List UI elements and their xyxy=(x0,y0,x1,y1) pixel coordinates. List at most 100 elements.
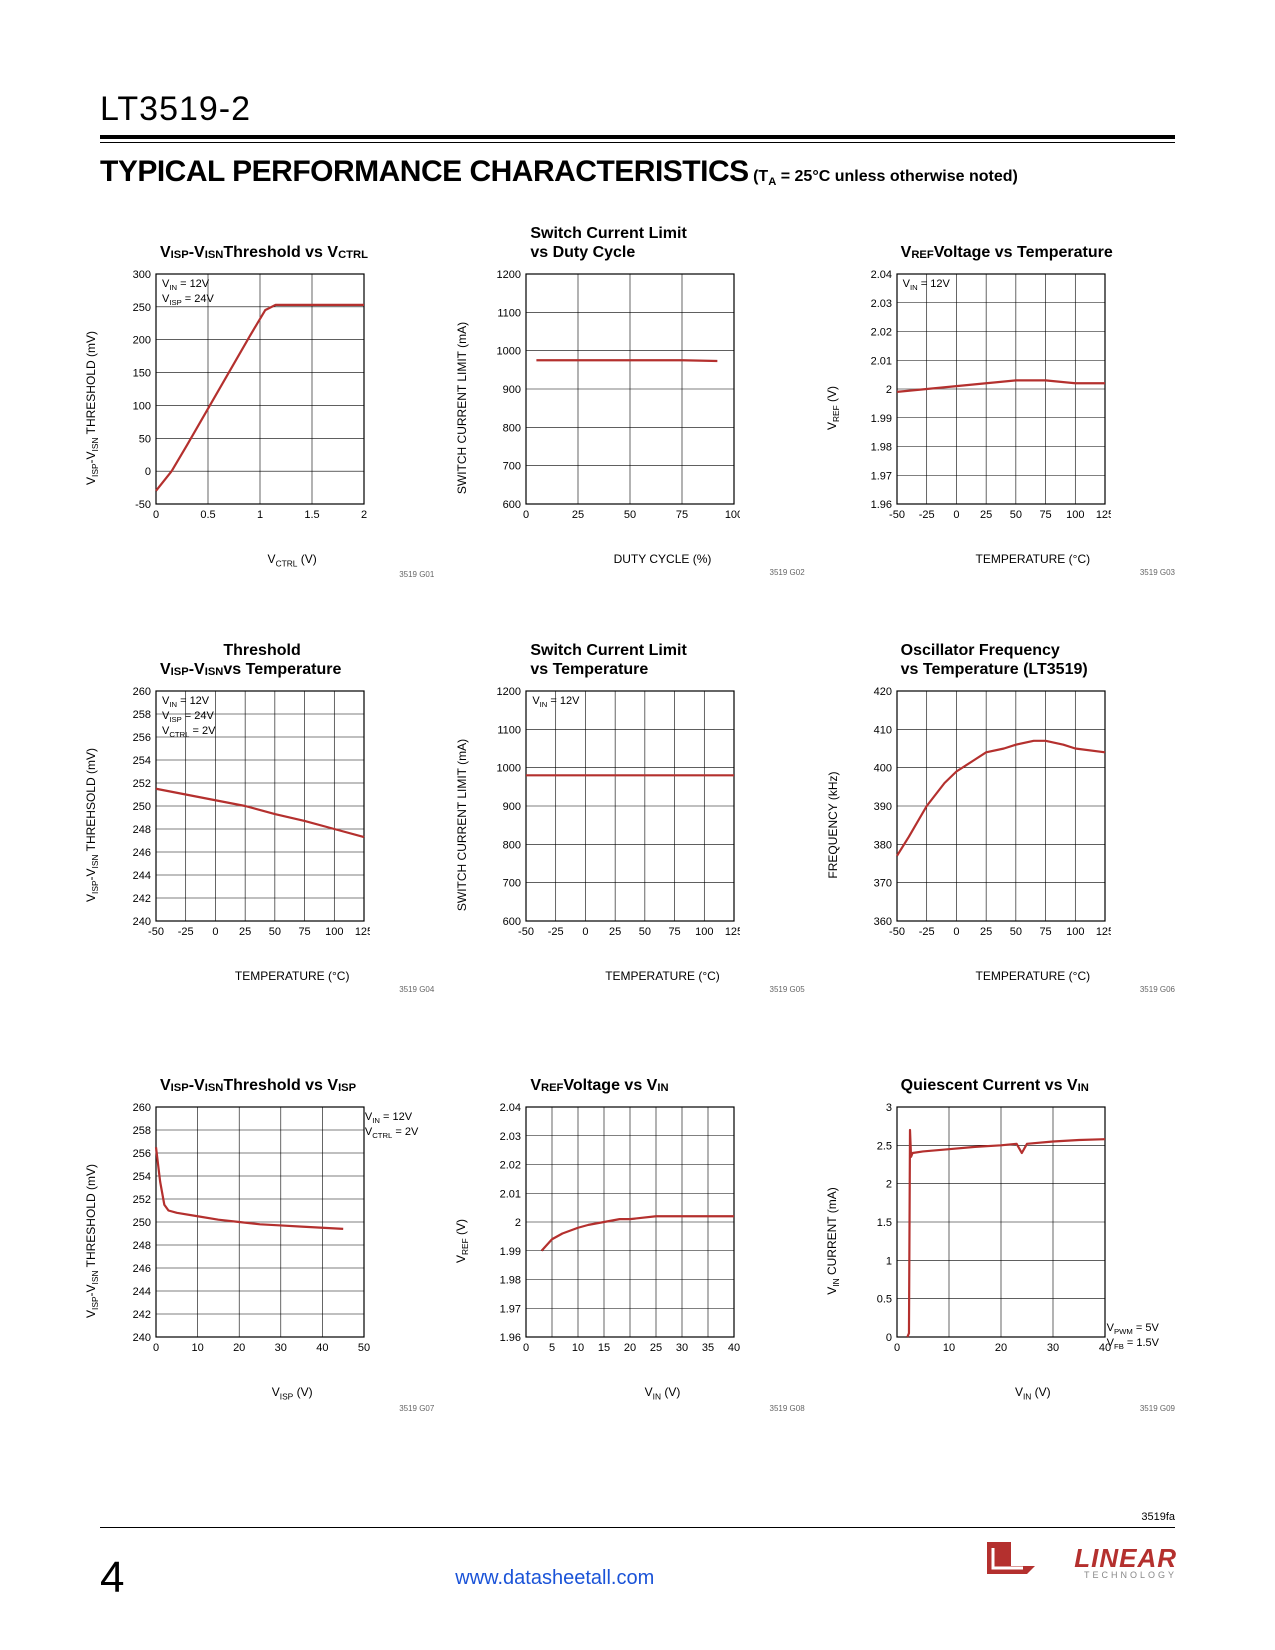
svg-text:1.99: 1.99 xyxy=(500,1246,521,1258)
svg-text:50: 50 xyxy=(1009,509,1021,521)
svg-text:1.96: 1.96 xyxy=(500,1332,521,1344)
svg-text:252: 252 xyxy=(133,1194,151,1206)
svg-text:1.96: 1.96 xyxy=(870,499,891,511)
plot-area: 0255075100600700800900100011001200SWITCH… xyxy=(470,268,804,548)
svg-text:0: 0 xyxy=(523,509,529,521)
svg-text:240: 240 xyxy=(133,1332,151,1344)
x-axis-label: DUTY CYCLE (%) xyxy=(520,552,804,566)
chart-annotation: VIN = 12VVISP = 24V xyxy=(162,278,214,308)
svg-text:242: 242 xyxy=(133,893,151,905)
footer-rule xyxy=(100,1527,1175,1529)
svg-text:20: 20 xyxy=(995,1342,1007,1354)
svg-text:50: 50 xyxy=(639,926,651,938)
plot-area: 00.511.52-50050100150200250300VISP-VISN … xyxy=(100,268,434,548)
plot-area: -50-250255075100125240242244246248250252… xyxy=(100,685,434,965)
logo-subtext: TECHNOLOGY xyxy=(1037,1570,1177,1580)
plot-area: -50-250255075100125600700800900100011001… xyxy=(470,685,804,965)
svg-text:100: 100 xyxy=(133,400,151,412)
page-footer: 3519fa 4 www.datasheetall.com LINEAR TEC… xyxy=(100,1511,1175,1621)
svg-text:2: 2 xyxy=(886,384,892,396)
svg-text:25: 25 xyxy=(239,926,251,938)
svg-text:1.5: 1.5 xyxy=(304,509,319,521)
section-heading: TYPICAL PERFORMANCE CHARACTERISTICS (TA … xyxy=(100,155,1175,189)
svg-text:250: 250 xyxy=(133,1217,151,1229)
svg-text:2.04: 2.04 xyxy=(500,1102,521,1114)
figure-id: 3519 G04 xyxy=(100,985,434,994)
chart-title: VISP-VISN Thresholdvs Temperature xyxy=(160,641,434,679)
svg-text:50: 50 xyxy=(269,926,281,938)
svg-text:242: 242 xyxy=(133,1309,151,1321)
svg-text:30: 30 xyxy=(1047,1342,1059,1354)
svg-text:0: 0 xyxy=(212,926,218,938)
svg-text:25: 25 xyxy=(980,509,992,521)
svg-text:2: 2 xyxy=(361,509,367,521)
svg-text:50: 50 xyxy=(358,1342,370,1354)
chart-6: Oscillator Frequencyvs Temperature (LT35… xyxy=(841,641,1175,1008)
svg-text:1.99: 1.99 xyxy=(870,413,891,425)
chart-title: Switch Current Limitvs Temperature xyxy=(530,641,804,679)
svg-text:1.98: 1.98 xyxy=(500,1275,521,1287)
svg-text:125: 125 xyxy=(355,926,370,938)
part-number: LT3519-2 xyxy=(100,90,1175,129)
svg-text:256: 256 xyxy=(133,1148,151,1160)
svg-text:900: 900 xyxy=(503,384,521,396)
figure-id: 3519 G05 xyxy=(470,985,804,994)
x-axis-label: TEMPERATURE (°C) xyxy=(891,969,1175,983)
svg-text:2.03: 2.03 xyxy=(870,298,891,310)
svg-text:-25: -25 xyxy=(918,926,934,938)
svg-text:40: 40 xyxy=(316,1342,328,1354)
svg-text:25: 25 xyxy=(980,926,992,938)
svg-text:2.03: 2.03 xyxy=(500,1131,521,1143)
svg-text:258: 258 xyxy=(133,709,151,721)
svg-text:0: 0 xyxy=(145,466,151,478)
svg-text:300: 300 xyxy=(133,269,151,281)
svg-text:258: 258 xyxy=(133,1125,151,1137)
svg-text:10: 10 xyxy=(943,1342,955,1354)
svg-text:2.02: 2.02 xyxy=(870,327,891,339)
svg-text:420: 420 xyxy=(873,686,891,698)
header-rule-thin xyxy=(100,142,1175,143)
plot-area: 05101520253035401.961.971.981.9922.012.0… xyxy=(470,1101,804,1381)
chart-annotation: VIN = 12V xyxy=(532,695,579,710)
svg-text:20: 20 xyxy=(233,1342,245,1354)
x-axis-label: VISP (V) xyxy=(150,1385,434,1401)
svg-text:100: 100 xyxy=(695,926,713,938)
svg-text:1.5: 1.5 xyxy=(876,1217,891,1229)
svg-text:240: 240 xyxy=(133,916,151,928)
svg-text:800: 800 xyxy=(503,423,521,435)
svg-text:244: 244 xyxy=(133,1286,151,1298)
svg-text:5: 5 xyxy=(549,1342,555,1354)
svg-text:246: 246 xyxy=(133,847,151,859)
chart-1: VISP-VISN Threshold vs VCTRL00.511.52-50… xyxy=(100,224,434,591)
svg-text:0.5: 0.5 xyxy=(200,509,215,521)
svg-text:75: 75 xyxy=(669,926,681,938)
svg-text:244: 244 xyxy=(133,870,151,882)
chart-title: Oscillator Frequencyvs Temperature (LT35… xyxy=(901,641,1175,679)
y-axis-label: VREF (V) xyxy=(824,386,840,430)
svg-text:254: 254 xyxy=(133,1171,151,1183)
x-axis-label: VCTRL (V) xyxy=(150,552,434,568)
figure-id: 3519 G01 xyxy=(100,570,434,579)
svg-text:260: 260 xyxy=(133,1102,151,1114)
x-axis-label: TEMPERATURE (°C) xyxy=(520,969,804,983)
svg-text:0: 0 xyxy=(583,926,589,938)
x-axis-label: VIN (V) xyxy=(891,1385,1175,1401)
svg-text:40: 40 xyxy=(728,1342,740,1354)
y-axis-label: VISP-VISN THRESHOLD (mV) xyxy=(84,1164,100,1318)
svg-text:0: 0 xyxy=(894,1342,900,1354)
svg-text:125: 125 xyxy=(1095,926,1110,938)
svg-text:2.01: 2.01 xyxy=(500,1189,521,1201)
chart-8: VREF Voltage vs VIN05101520253035401.961… xyxy=(470,1057,804,1424)
svg-text:30: 30 xyxy=(676,1342,688,1354)
svg-text:1: 1 xyxy=(257,509,263,521)
figure-id: 3519 G02 xyxy=(470,568,804,577)
svg-text:2: 2 xyxy=(515,1217,521,1229)
svg-text:35: 35 xyxy=(702,1342,714,1354)
chart-7: VISP-VISN Threshold vs VISP0102030405024… xyxy=(100,1057,434,1424)
chart-title: VISP-VISN Threshold vs VCTRL xyxy=(160,224,434,262)
svg-text:50: 50 xyxy=(1009,926,1021,938)
chart-annotation: VPWM = 5VVFB = 1.5V xyxy=(1107,1322,1159,1352)
svg-text:125: 125 xyxy=(725,926,740,938)
y-axis-label: VISP-VISN THREHSOLD (mV) xyxy=(84,748,100,902)
section-title: TYPICAL PERFORMANCE CHARACTERISTICS xyxy=(100,155,749,188)
